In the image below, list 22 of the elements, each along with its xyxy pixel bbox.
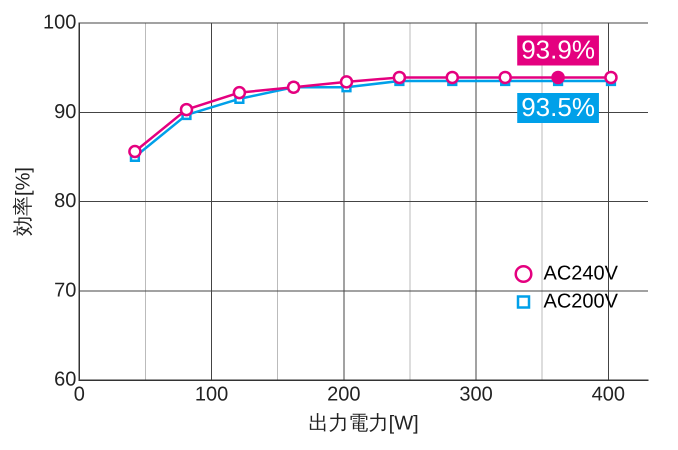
point — [551, 70, 565, 84]
y-tick-label: 100 — [42, 12, 76, 34]
point — [340, 75, 354, 89]
x-tick-label: 100 — [194, 384, 228, 406]
point — [446, 70, 460, 84]
x-tick-label: 200 — [327, 384, 361, 406]
x-axis-title: 出力電力[W] — [308, 412, 419, 435]
x-tick-label: 300 — [459, 384, 493, 406]
point — [128, 144, 142, 158]
point — [232, 86, 246, 100]
point — [498, 70, 512, 84]
y-tick-label: 80 — [54, 190, 76, 212]
annotation: 93.5% — [521, 92, 595, 122]
annotation: 93.9% — [521, 34, 595, 65]
y-tick-label: 70 — [54, 279, 76, 302]
x-tick-label: 0 — [74, 384, 85, 406]
point — [392, 70, 406, 84]
point — [604, 70, 618, 84]
y-tick-label: 90 — [54, 100, 76, 123]
y-axis-title: 効率[%] — [12, 167, 35, 236]
x-tick-label: 400 — [592, 384, 626, 406]
point — [180, 102, 194, 116]
